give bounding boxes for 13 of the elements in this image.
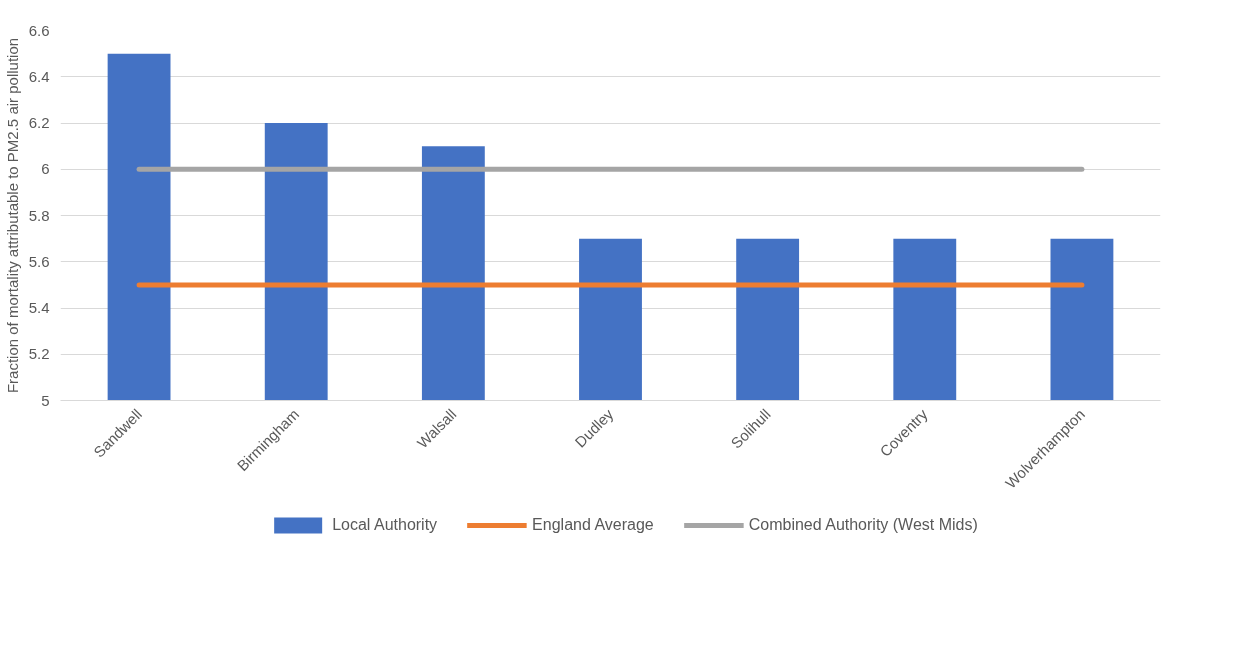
y-tick-label: 6.4 <box>28 67 50 85</box>
y-tick-label: 5.4 <box>28 299 50 316</box>
legend-label: England Average <box>532 516 654 534</box>
y-tick-label: 6.6 <box>28 21 50 39</box>
y-tick-label: 5.6 <box>28 252 50 270</box>
y-tick-label: 6.2 <box>28 114 50 131</box>
legend-label: Local Authority <box>332 516 438 534</box>
y-tick-label: 5.2 <box>28 345 50 363</box>
y-tick-label: 5 <box>41 391 50 409</box>
y-tick-label: 5.8 <box>28 206 50 224</box>
y-axis-title: Fraction of mortality attributable to PM2.5 air pollution <box>3 37 21 394</box>
y-tick-label: 6 <box>41 160 50 178</box>
legend-label: Combined Authority (West Mids) <box>748 516 978 534</box>
